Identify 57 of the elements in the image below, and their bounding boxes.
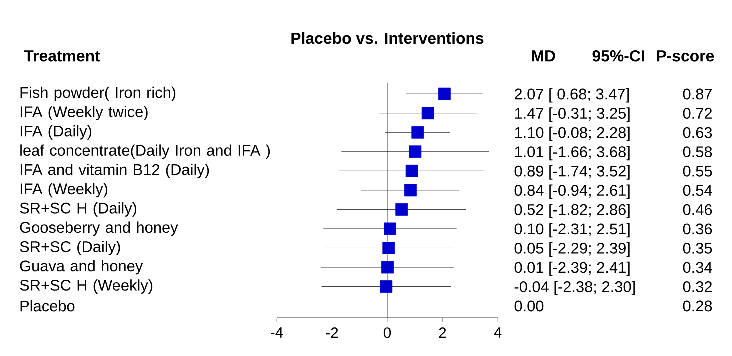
y-tick-label: SR+SC H (Daily): [20, 202, 137, 217]
text: 0.63: [683, 127, 712, 138]
y-tick-label: leaf concentrate(Daily Iron and IFA ): [20, 144, 270, 160]
point: [396, 204, 408, 216]
data-label: -0.04 [-2.38; 2.30]: [514, 281, 635, 296]
text: 0.46: [683, 204, 712, 216]
data-label: 0.89 [-1.74; 3.52]: [514, 165, 630, 180]
x-tick-label: -4: [271, 328, 284, 338]
point: [404, 184, 417, 197]
y-tick-label: Gooseberry and honey: [20, 222, 178, 236]
data-label: 1.01 [-1.66; 3.68]: [515, 146, 630, 161]
data-label: 2.07 [ 0.68; 3.47]: [514, 88, 629, 103]
data-label: 0.84 [-0.94; 2.61]: [514, 184, 630, 200]
data-label: 1.47 [-0.31; 3.25]: [515, 108, 630, 122]
data-label: 1.10 [-0.08; 2.28]: [515, 126, 630, 142]
text: 0.36: [683, 224, 712, 235]
point: [409, 146, 422, 158]
x-tick-label: 2: [439, 328, 446, 338]
y-tick-label: IFA (Weekly): [20, 183, 108, 198]
y-tick-label: SR+SC (Daily): [20, 241, 120, 256]
text: 0.00: [514, 300, 544, 312]
text: P-score: [657, 50, 714, 62]
point: [412, 126, 424, 139]
x-tick-label: -2: [326, 328, 338, 338]
text: 0.72: [683, 108, 712, 120]
y-tick-label: Guava and honey: [20, 260, 144, 275]
point: [384, 222, 396, 236]
text: 0.58: [683, 146, 712, 158]
text: 0.34: [683, 262, 712, 274]
point: [382, 261, 394, 274]
text: 95%-CI: [592, 50, 644, 62]
text: 0.28: [683, 300, 712, 312]
data-label: 0.05 [-2.29; 2.39]: [514, 242, 630, 257]
y-tick-label: IFA and vitamin B12 (Daily): [20, 164, 210, 178]
y-tick-label: Fish powder( Iron rich): [20, 86, 176, 102]
y-tick-label: Placebo: [20, 300, 75, 312]
y-tick-label: IFA (Weekly twice): [20, 106, 148, 121]
point: [380, 280, 393, 293]
text: Treatment: [24, 50, 100, 62]
x-tick-label: 0: [384, 328, 392, 338]
data-label: 0.01 [-2.39; 2.41]: [514, 262, 630, 276]
text: 0.32: [683, 282, 712, 292]
point: [438, 88, 451, 100]
x-tick-label: 4: [494, 328, 502, 338]
y-tick-label: SR+SC H (Weekly): [20, 280, 153, 294]
text: 0.55: [683, 166, 712, 177]
point: [422, 107, 434, 120]
data-label: 0.10 [-2.31; 2.51]: [514, 223, 630, 238]
chart-title: Placebo vs. Interventions: [292, 32, 484, 44]
text: 0.54: [683, 185, 712, 196]
text: MD: [532, 50, 556, 62]
text: 0.87: [683, 88, 712, 100]
text: 0.35: [683, 242, 712, 254]
point: [406, 164, 418, 178]
point: [382, 242, 396, 254]
y-tick-label: IFA (Daily): [20, 125, 92, 140]
data-label: 0.52 [-1.82; 2.86]: [514, 204, 630, 218]
